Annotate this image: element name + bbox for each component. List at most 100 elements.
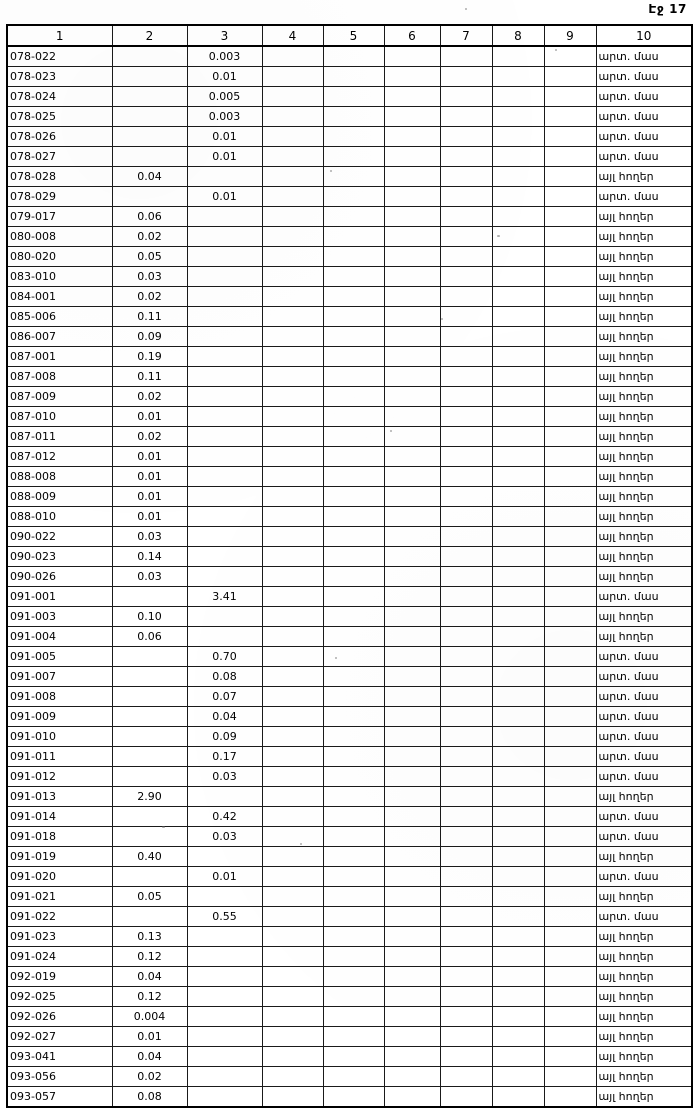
cell-column-5	[322, 586, 385, 607]
cell-parcel-id: 091-011	[6, 746, 113, 767]
cell-column-8	[491, 746, 545, 767]
cell-column-8	[491, 406, 545, 427]
cell-column-6	[383, 86, 441, 107]
cell-column-4	[261, 666, 324, 687]
cell-column-4	[261, 866, 324, 887]
cell-column-2: 0.01	[111, 406, 188, 427]
cell-land-type: արտ. մաս	[595, 45, 693, 67]
cell-column-5	[322, 846, 385, 867]
cell-column-3: 0.01	[186, 866, 263, 887]
cell-parcel-id: 091-013	[6, 786, 113, 807]
cell-column-9	[543, 166, 597, 187]
cell-column-3	[186, 986, 263, 1007]
cell-column-5	[322, 606, 385, 627]
cell-column-4	[261, 486, 324, 507]
cell-column-2: 2.90	[111, 786, 188, 807]
cell-column-6	[383, 306, 441, 327]
cell-column-3: 0.003	[186, 45, 263, 67]
cell-column-2: 0.02	[111, 226, 188, 247]
cell-column-8	[491, 45, 545, 67]
cell-column-8	[491, 1006, 545, 1027]
cell-column-2	[111, 826, 188, 847]
cell-column-8	[491, 886, 545, 907]
cell-column-3	[186, 1026, 263, 1047]
cell-column-7	[439, 1086, 493, 1108]
cell-column-7	[439, 966, 493, 987]
cell-column-4	[261, 1026, 324, 1047]
cell-column-6	[383, 366, 441, 387]
cell-column-5	[322, 66, 385, 87]
cell-column-6	[383, 566, 441, 587]
cell-column-6	[383, 686, 441, 707]
cell-column-4	[261, 986, 324, 1007]
cell-column-6	[383, 706, 441, 727]
cell-column-7	[439, 906, 493, 927]
cell-column-9	[543, 886, 597, 907]
cell-column-7	[439, 186, 493, 207]
cell-land-type: այլ հողեր	[595, 1046, 693, 1067]
cell-parcel-id: 087-009	[6, 386, 113, 407]
cell-land-type: այլ հողեր	[595, 926, 693, 947]
cell-column-9	[543, 506, 597, 527]
cell-column-7	[439, 946, 493, 967]
cell-parcel-id: 087-010	[6, 406, 113, 427]
scan-speck	[465, 8, 467, 10]
cell-column-2: 0.01	[111, 446, 188, 467]
cell-column-6	[383, 966, 441, 987]
column-header-4: 4	[261, 24, 324, 47]
cell-parcel-id: 091-021	[6, 886, 113, 907]
cell-column-9	[543, 1046, 597, 1067]
cell-column-6	[383, 986, 441, 1007]
cell-column-3	[186, 946, 263, 967]
table-row: 092-025 0.12 այլ հողեր	[6, 986, 693, 1007]
cell-column-9	[543, 646, 597, 667]
cell-column-6	[383, 906, 441, 927]
cell-column-5	[322, 306, 385, 327]
cell-column-6	[383, 926, 441, 947]
cell-column-9	[543, 786, 597, 807]
cell-land-type: արտ. մաս	[595, 86, 693, 107]
cell-column-2	[111, 666, 188, 687]
table-row: 078-028 0.04 այլ հողեր	[6, 166, 693, 187]
cell-column-3: 0.55	[186, 906, 263, 927]
cell-column-5	[322, 45, 385, 67]
cell-column-6	[383, 746, 441, 767]
cell-column-5	[322, 746, 385, 767]
cell-column-2: 0.40	[111, 846, 188, 867]
cell-column-6	[383, 166, 441, 187]
column-header-9: 9	[543, 24, 597, 47]
cell-column-5	[322, 826, 385, 847]
cell-column-5	[322, 526, 385, 547]
cell-column-3: 0.04	[186, 706, 263, 727]
cell-column-2	[111, 66, 188, 87]
cell-column-7	[439, 786, 493, 807]
table-row: 085-006 0.11 այլ հողեր	[6, 306, 693, 327]
cell-land-type: այլ հողեր	[595, 446, 693, 467]
cell-land-type: այլ հողեր	[595, 166, 693, 187]
cell-column-3	[186, 226, 263, 247]
cell-column-4	[261, 166, 324, 187]
cell-column-8	[491, 1046, 545, 1067]
table-row: 091-004 0.06 այլ հողեր	[6, 626, 693, 647]
cell-column-8	[491, 426, 545, 447]
cell-column-2: 0.02	[111, 386, 188, 407]
cell-column-9	[543, 386, 597, 407]
cell-land-type: այլ հողեր	[595, 426, 693, 447]
cell-column-9	[543, 706, 597, 727]
cell-parcel-id: 078-029	[6, 186, 113, 207]
cell-column-3	[186, 526, 263, 547]
table-row: 087-001 0.19 այլ հողեր	[6, 346, 693, 367]
cell-column-5	[322, 886, 385, 907]
cell-column-2: 0.004	[111, 1006, 188, 1027]
cell-column-9	[543, 486, 597, 507]
cell-parcel-id: 078-025	[6, 106, 113, 127]
cell-column-5	[322, 566, 385, 587]
cell-column-9	[543, 126, 597, 147]
cell-column-9	[543, 86, 597, 107]
cell-land-type: այլ հողեր	[595, 226, 693, 247]
table-row: 090-022 0.03 այլ հողեր	[6, 526, 693, 547]
table-row: 080-008 0.02 այլ հողեր	[6, 226, 693, 247]
cell-land-type: արտ. մաս	[595, 186, 693, 207]
cell-column-6	[383, 126, 441, 147]
cell-column-3	[186, 166, 263, 187]
